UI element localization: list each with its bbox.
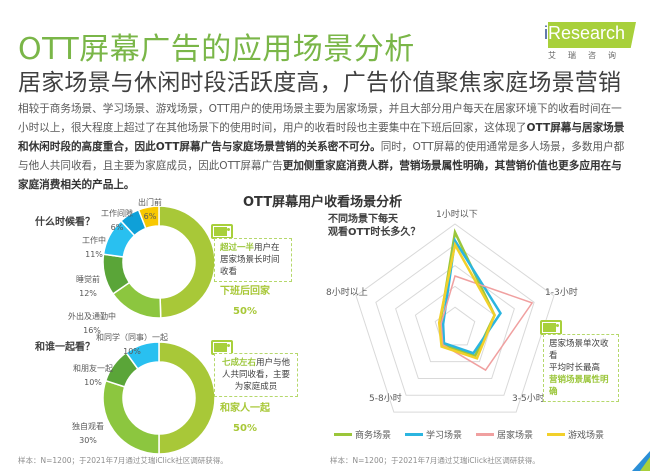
radar-question: 不同场景下每天 观看OTT时长多久？ (328, 214, 421, 238)
legend-swatch (334, 433, 352, 436)
donut1-label: 工作中 11% (82, 236, 106, 259)
radar-grid-ring (395, 264, 515, 379)
donut2-label: 和同学（同事）一起 10% (96, 333, 168, 356)
tv-icon (540, 320, 562, 335)
page-subtitle: 居家场景与休闲时段活跃度高，广告价值聚焦家庭场景营销 (18, 70, 622, 96)
radar-axis-label: 1-3小时 (545, 288, 578, 298)
radar-grid-ring (414, 285, 496, 363)
donut1-label: 外出及通勤中 16% (68, 312, 116, 335)
tv-icon (211, 340, 233, 355)
donut1-callout: 超过一半用户在居家场景长时间收看 (214, 238, 292, 282)
page-title: OTT屏幕广告的应用场景分析 (18, 32, 415, 67)
radar-callout: 居家场景单次收看 平均时长最高 营销场景属性明确 (543, 334, 619, 402)
corner-decoration (632, 451, 650, 471)
donut1-highlight: 下班后回家 50% (220, 286, 270, 317)
radar-grid-ring (355, 223, 555, 413)
radar-axis-label: 5-8小时 (369, 394, 402, 404)
donut2-label: 和朋友一起 10% (73, 364, 113, 387)
legend-item: 居家场景 (476, 428, 533, 441)
donut2-question: 和谁一起看？ (35, 342, 95, 353)
donut-segment (102, 379, 160, 455)
radar-chart (355, 223, 555, 413)
legend-swatch (476, 433, 495, 436)
donut1-chart (102, 205, 216, 319)
radar-legend: 商务场景 学习场景 居家场景 游戏场景 (334, 428, 604, 441)
radar-axis-label: 1小时以下 (436, 210, 478, 220)
donut1-label: 出门前 6% (138, 198, 162, 221)
radar-series (437, 241, 496, 360)
radar-series (440, 275, 534, 372)
legend-item: 学习场景 (405, 428, 462, 441)
legend-item: 游戏场景 (547, 428, 604, 441)
donut-segment (125, 341, 160, 370)
donut2-label: 独自观看 30% (72, 422, 104, 445)
logo-band (548, 22, 636, 48)
tv-icon (211, 224, 233, 239)
donut1-label: 工作间隙 6% (101, 209, 133, 232)
donut1-question: 什么时候看？ (35, 217, 95, 228)
legend-item: 商务场景 (334, 428, 391, 441)
radar-grid-ring (434, 306, 476, 346)
legend-swatch (405, 433, 424, 436)
donut2-highlight: 和家人一起 50% (220, 403, 270, 434)
donut-segment (158, 341, 216, 455)
radar-axis-label: 3-5小时 (512, 394, 545, 404)
donut2-chart (102, 341, 216, 455)
logo-brand: iResearch (544, 23, 626, 43)
radar-grid-ring (375, 244, 535, 396)
source-note-left: 样本：N=1200；于2021年7月通过艾瑞iClick社区调研获得。 (18, 456, 228, 465)
legend-swatch (547, 433, 566, 436)
source-note-right: 样本：N=1200；于2021年7月通过艾瑞iClick社区调研获得。 (330, 456, 540, 465)
donut2-callout: 七成左右用户与他人共同收看，主要为家庭成员 (214, 353, 298, 397)
donut-segment (158, 205, 216, 319)
summary-paragraph: 相较于商务场景、学习场景、游戏场景，OTT用户的使用场景主要为居家场景，并且大部… (18, 103, 625, 191)
iresearch-logo: iResearch 艾瑞咨询 (538, 18, 638, 60)
chart-title: OTT屏幕用户收看场景分析 (243, 195, 403, 210)
logo-cn: 艾瑞咨询 (548, 51, 628, 60)
radar-axis-label: 8小时以上 (326, 288, 368, 298)
donut1-label: 睡觉前 12% (76, 275, 100, 298)
donut-segment (137, 205, 160, 230)
